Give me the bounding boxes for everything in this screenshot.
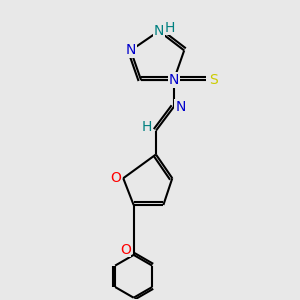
Text: N: N <box>125 44 136 57</box>
Text: N: N <box>169 73 179 87</box>
Text: H: H <box>141 120 152 134</box>
Text: N: N <box>154 24 164 38</box>
Text: H: H <box>165 20 175 34</box>
Text: N: N <box>175 100 185 114</box>
Text: O: O <box>110 171 121 185</box>
Text: O: O <box>120 243 131 256</box>
Text: S: S <box>209 73 218 87</box>
